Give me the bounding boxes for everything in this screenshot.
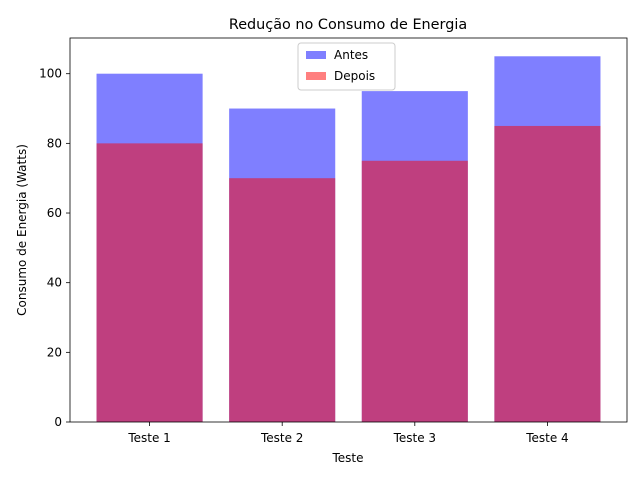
- legend-label-depois: Depois: [334, 69, 375, 83]
- legend-label-antes: Antes: [334, 48, 368, 62]
- y-axis-label: Consumo de Energia (Watts): [15, 144, 29, 316]
- bar-depois-4: [494, 125, 601, 422]
- legend: Antes Depois: [297, 42, 396, 91]
- legend-swatch-depois: [306, 72, 326, 80]
- bar-depois-3: [361, 160, 468, 422]
- x-tick-label: Teste 3: [393, 431, 436, 445]
- x-axis: Teste 1 Teste 2 Teste 3 Teste 4: [127, 422, 569, 445]
- y-tick-label: 40: [47, 276, 62, 290]
- y-tick-label: 0: [54, 415, 62, 429]
- x-tick-label: Teste 4: [525, 431, 568, 445]
- x-axis-label: Teste: [331, 451, 363, 465]
- bar-depois-2: [229, 178, 336, 422]
- plot-area: [69, 37, 628, 423]
- bar-depois-1: [96, 143, 203, 423]
- y-axis: 0 20 40 60 80 100: [39, 67, 70, 429]
- chart-title: Redução no Consumo de Energia: [229, 17, 467, 33]
- y-tick-label: 60: [47, 206, 62, 220]
- x-tick-label: Teste 2: [260, 431, 303, 445]
- y-tick-label: 100: [39, 67, 62, 81]
- y-tick-label: 80: [47, 136, 62, 150]
- legend-swatch-antes: [306, 51, 326, 59]
- y-tick-label: 20: [47, 345, 62, 359]
- plot-frame: [69, 37, 628, 423]
- x-tick-label: Teste 1: [127, 431, 170, 445]
